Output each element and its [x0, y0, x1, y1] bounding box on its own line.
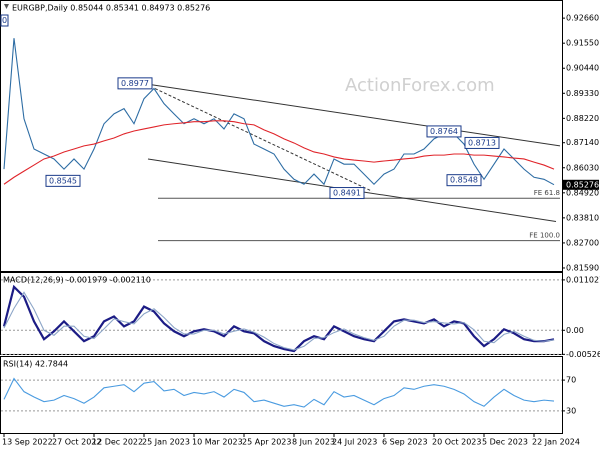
series-line	[3, 120, 555, 185]
price-label-box	[329, 187, 365, 200]
price-label-box	[464, 136, 500, 149]
price-label: 0.8548	[450, 176, 478, 185]
y-tick-label: 0.92660	[566, 14, 599, 23]
current-price-label: 0.85276	[566, 180, 599, 189]
x-tick-label: 12 Dec 2022	[92, 438, 143, 447]
x-tick-label: 24 Jul 2023	[332, 438, 377, 447]
x-tick-label: 8 Jun 2023	[292, 438, 335, 447]
rsi-panel	[0, 356, 563, 434]
x-tick-label: 20 Oct 2023	[432, 438, 481, 447]
price-label-box	[45, 174, 81, 187]
macd-panel	[0, 272, 563, 355]
panel-title: MACD(12,26,9) -0.001979 -0.002110	[3, 276, 151, 285]
x-tick-label: 25 Jan 2023	[142, 438, 190, 447]
current-price-box	[563, 179, 599, 190]
y-tick-label: 0.011027	[566, 275, 600, 284]
fe-label: FE 61.8	[534, 189, 560, 197]
series-line	[3, 377, 555, 408]
y-tick-label: 0.91550	[566, 39, 599, 48]
panel-title: EURGBP,Daily 0.85044 0.85341 0.84973 0.8…	[12, 4, 210, 13]
y-tick-label: 0.88220	[566, 114, 599, 123]
y-tick-label: 0.81590	[566, 263, 599, 272]
x-tick-label: 5 Dec 2023	[482, 438, 528, 447]
price-label: 0.8713	[468, 138, 496, 147]
x-tick-label: 25 Apr 2023	[242, 438, 291, 447]
x-tick-label: 13 Sep 2022	[2, 438, 53, 447]
price-label: 0.8545	[49, 176, 77, 185]
y-tick-label: -0.005267	[566, 350, 600, 359]
y-tick-label: 0.87140	[566, 138, 599, 147]
y-tick-label: 0.90440	[566, 64, 599, 73]
y-tick-label: 0.00	[566, 326, 584, 335]
x-tick-label: 6 Sep 2023	[382, 438, 428, 447]
x-tick-label: 10 Mar 2023	[192, 438, 243, 447]
edge-label-box	[0, 14, 9, 27]
price-label-box	[117, 77, 153, 90]
y-tick-label: 0.83810	[566, 213, 599, 222]
y-tick-label: 0.86030	[566, 163, 599, 172]
trendline	[154, 88, 373, 192]
price-label: 0.8977	[121, 79, 149, 88]
price-label-box	[446, 174, 482, 187]
y-tick-label: 0.84920	[566, 188, 599, 197]
fe-label: FE 100.0	[529, 232, 560, 240]
edge-label: 0	[2, 16, 7, 25]
x-tick-label: 22 Jan 2024	[532, 438, 580, 447]
series-line	[3, 291, 555, 351]
main-panel	[0, 0, 563, 272]
price-label: 0.8491	[333, 189, 361, 198]
y-tick-label: 70	[566, 376, 576, 385]
watermark: ActionForex.com	[345, 75, 495, 96]
y-tick-label: 0.82700	[566, 238, 599, 247]
panel-title: RSI(14) 42.7844	[3, 360, 68, 369]
symbol-icon	[4, 4, 9, 9]
y-tick-label: 30	[566, 406, 576, 415]
y-tick-label: 0.89330	[566, 89, 599, 98]
x-tick-label: 27 Oct 2022	[52, 438, 101, 447]
trendline	[149, 83, 561, 147]
series-line	[3, 38, 555, 186]
price-label: 0.8764	[430, 127, 458, 136]
price-label-box	[426, 125, 462, 138]
